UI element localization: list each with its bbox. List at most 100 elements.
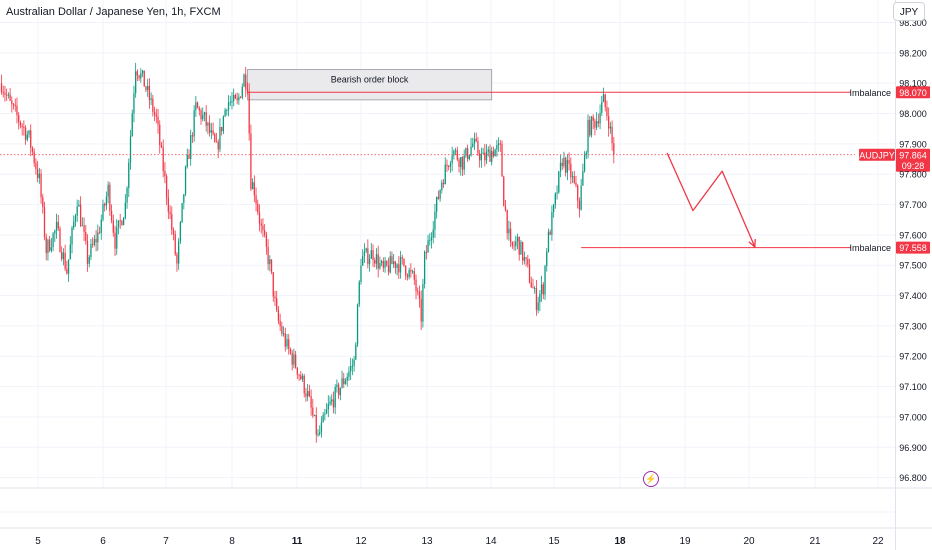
candle — [343, 372, 345, 388]
candle-body — [174, 234, 176, 255]
candle-body — [341, 378, 343, 388]
currency-button[interactable]: JPY — [893, 2, 925, 21]
time-tick-label: 21 — [809, 536, 821, 547]
candle-body — [270, 259, 273, 273]
imbalance-price-label: 98.070 — [899, 88, 927, 98]
candle-body — [122, 217, 125, 226]
candle-body — [148, 85, 151, 100]
candle-body — [66, 268, 68, 274]
candle — [45, 233, 47, 261]
candle-body — [461, 157, 464, 170]
candle-body — [597, 121, 599, 124]
candle — [128, 158, 130, 197]
candle-body — [202, 114, 204, 120]
lightning-icon[interactable]: ⚡ — [643, 471, 659, 487]
candle — [162, 139, 164, 178]
candle — [42, 193, 44, 214]
candle — [160, 141, 163, 149]
candle — [585, 150, 587, 159]
candle-body — [188, 154, 190, 159]
candle — [552, 203, 555, 218]
candle — [453, 149, 455, 160]
candle-body — [513, 245, 515, 247]
candle-body — [528, 264, 531, 283]
candle — [480, 147, 483, 168]
candle-body — [542, 284, 544, 295]
candle — [26, 130, 28, 142]
candle — [248, 83, 250, 141]
candle-body — [121, 220, 123, 226]
candle — [203, 111, 206, 122]
candle — [193, 105, 195, 142]
candle-body — [248, 91, 250, 134]
candle — [370, 242, 372, 259]
candle — [210, 123, 212, 140]
candle-body — [4, 92, 6, 95]
candle — [301, 373, 304, 382]
candle-body — [356, 304, 359, 345]
candle-body — [191, 135, 194, 137]
candle — [451, 146, 453, 172]
candle — [157, 108, 159, 134]
candle-body — [322, 414, 324, 423]
order-block-label: Bearish order block — [331, 75, 409, 85]
candle-body — [411, 271, 414, 273]
candle-body — [126, 187, 128, 203]
candle — [296, 367, 298, 379]
candle-body — [262, 225, 264, 231]
candle — [30, 124, 32, 157]
candle-body — [429, 240, 431, 242]
candle — [153, 106, 156, 122]
candle — [327, 395, 329, 418]
candle — [141, 69, 144, 77]
candle-body — [561, 162, 563, 167]
candle — [212, 122, 214, 136]
candle-body — [310, 396, 312, 408]
candle — [4, 85, 6, 102]
candle-body — [608, 116, 610, 129]
candle-body — [12, 104, 15, 106]
candle — [377, 245, 379, 278]
candle — [7, 92, 10, 99]
candle — [11, 96, 13, 113]
candle — [344, 378, 347, 385]
candle-body — [441, 182, 443, 190]
candle — [234, 93, 237, 99]
candle-body — [21, 125, 23, 127]
candle-body — [497, 143, 500, 146]
candle — [442, 179, 445, 188]
candle-body — [613, 143, 615, 155]
candle-body — [313, 414, 316, 416]
candle — [164, 162, 166, 184]
candle-body — [482, 152, 484, 154]
candle-body — [6, 94, 8, 96]
candle-body — [492, 151, 495, 157]
candle — [2, 85, 4, 98]
candle-body — [260, 223, 262, 226]
price-tick-label: 97.200 — [899, 352, 927, 362]
candle — [601, 95, 603, 116]
candle — [580, 178, 582, 211]
candle-body — [587, 119, 589, 153]
candle-body — [90, 244, 92, 257]
candle-body — [350, 366, 352, 372]
candle — [243, 73, 245, 88]
candle — [76, 199, 78, 223]
time-axis[interactable]: 5 6 7 8 11 12 13 14 15 18 19 20 21 22 — [35, 536, 884, 547]
candle-body — [152, 98, 154, 112]
candle-body — [135, 71, 137, 94]
candle — [406, 273, 409, 281]
candle-body — [592, 116, 594, 121]
candle — [178, 238, 180, 270]
candle — [592, 114, 594, 130]
candle — [496, 139, 498, 157]
candle — [264, 223, 266, 238]
candle-body — [105, 196, 108, 206]
candle — [465, 147, 467, 158]
candle — [245, 66, 247, 98]
candle — [391, 251, 393, 265]
candle-body — [281, 326, 283, 335]
candle — [40, 169, 42, 204]
